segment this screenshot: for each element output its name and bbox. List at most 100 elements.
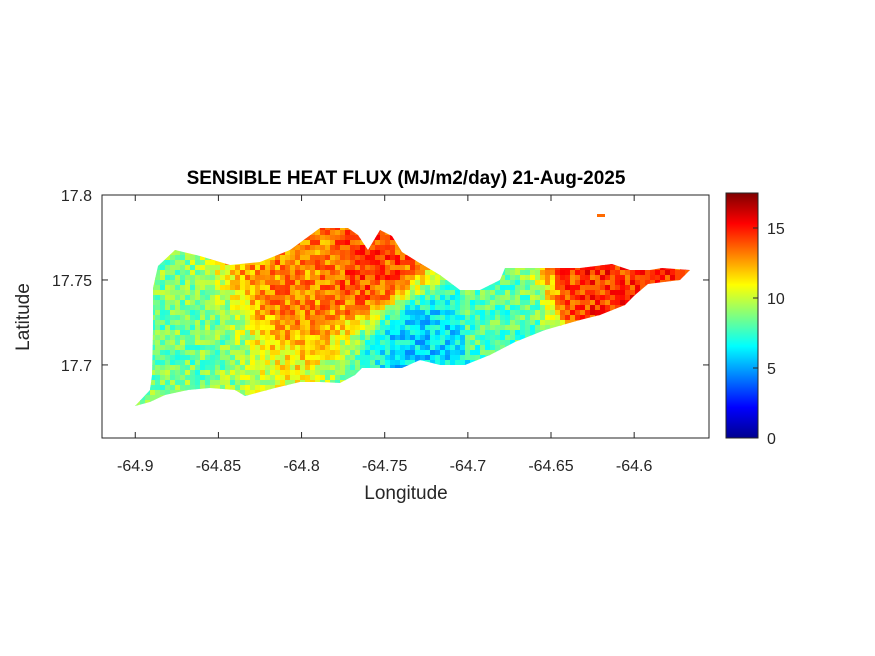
heat-cell [285, 360, 291, 366]
heat-cell [490, 295, 496, 301]
heat-cell [415, 270, 421, 276]
heat-cell [205, 310, 211, 316]
heat-cell [360, 270, 366, 276]
heat-cell [390, 330, 396, 336]
heat-cell [335, 285, 341, 291]
heat-cell [245, 340, 251, 346]
heat-cell [365, 255, 371, 261]
heat-cell [370, 285, 376, 291]
heat-cell [225, 285, 231, 291]
heat-cell [565, 310, 571, 316]
heat-cell [380, 275, 386, 281]
heat-cell [285, 310, 291, 316]
heat-cell [315, 360, 321, 366]
heat-cell [270, 305, 276, 311]
heat-cell [590, 275, 596, 281]
heat-cell [510, 270, 516, 276]
heat-cell [455, 320, 461, 326]
heat-cell [290, 340, 296, 346]
heat-cell [265, 350, 271, 356]
heat-cell [305, 265, 311, 271]
heat-cell [385, 365, 391, 371]
heat-cell [340, 300, 346, 306]
heat-cell [565, 280, 571, 286]
heat-cell [375, 325, 381, 331]
heat-cell [415, 320, 421, 326]
heat-cell [180, 265, 186, 271]
heat-cell [530, 295, 536, 301]
heat-cell [315, 345, 321, 351]
heat-cell [335, 245, 341, 251]
heat-cell [245, 305, 251, 311]
heat-cell [565, 270, 571, 276]
heat-cell [165, 280, 171, 286]
heat-cell [325, 245, 331, 251]
heat-cell [540, 315, 546, 321]
heat-cell [220, 380, 226, 386]
heat-cell [320, 265, 326, 271]
heat-cell [285, 270, 291, 276]
heat-cell [340, 240, 346, 246]
heat-cell [395, 365, 401, 371]
heat-cell [155, 300, 161, 306]
heat-cell [540, 300, 546, 306]
heat-cell [435, 325, 441, 331]
heat-cell [310, 305, 316, 311]
heat-cell [565, 320, 571, 326]
heat-cell [175, 365, 181, 371]
heat-cell [295, 330, 301, 336]
heat-cell [525, 300, 531, 306]
heat-cell [260, 300, 266, 306]
heat-cell [190, 270, 196, 276]
heat-cell [170, 260, 176, 266]
heat-cell [235, 315, 241, 321]
heat-cell [365, 290, 371, 296]
heat-cell [155, 295, 161, 301]
heat-cell [205, 345, 211, 351]
heat-cell [415, 350, 421, 356]
heat-cell [490, 330, 496, 336]
heat-cell [165, 390, 171, 396]
heat-cell [470, 355, 476, 361]
heat-cell [525, 310, 531, 316]
heat-cell [315, 235, 321, 241]
heat-cell [260, 295, 266, 301]
heat-cell [395, 275, 401, 281]
heat-cell [225, 265, 231, 271]
heat-cell [245, 375, 251, 381]
heat-cell [345, 320, 351, 326]
heat-cell [165, 300, 171, 306]
heat-cell [170, 310, 176, 316]
heat-cell [415, 295, 421, 301]
heat-cell [180, 305, 186, 311]
heat-cell [415, 315, 421, 321]
heat-cell [275, 305, 281, 311]
heat-cell [250, 300, 256, 306]
heat-cell [505, 305, 511, 311]
heat-cell [210, 265, 216, 271]
heat-cell [635, 280, 641, 286]
heat-cell [550, 310, 556, 316]
heat-cell [160, 390, 166, 396]
heat-cell [170, 290, 176, 296]
heat-cell [275, 375, 281, 381]
heat-cell [290, 305, 296, 311]
heat-cell [215, 285, 221, 291]
heat-cell [615, 270, 621, 276]
heat-cell [495, 330, 501, 336]
heat-cell [190, 355, 196, 361]
heat-cell [410, 285, 416, 291]
heat-cell [275, 290, 281, 296]
heat-cell [350, 330, 356, 336]
heat-cell [240, 345, 246, 351]
heat-cell [510, 335, 516, 341]
heat-cell [405, 265, 411, 271]
heat-cell [285, 320, 291, 326]
heat-cell [215, 260, 221, 266]
heat-cell [385, 275, 391, 281]
heat-cell [350, 325, 356, 331]
heat-cell [440, 345, 446, 351]
heat-cell [515, 290, 521, 296]
heat-cell [445, 320, 451, 326]
heat-cell [635, 270, 641, 276]
